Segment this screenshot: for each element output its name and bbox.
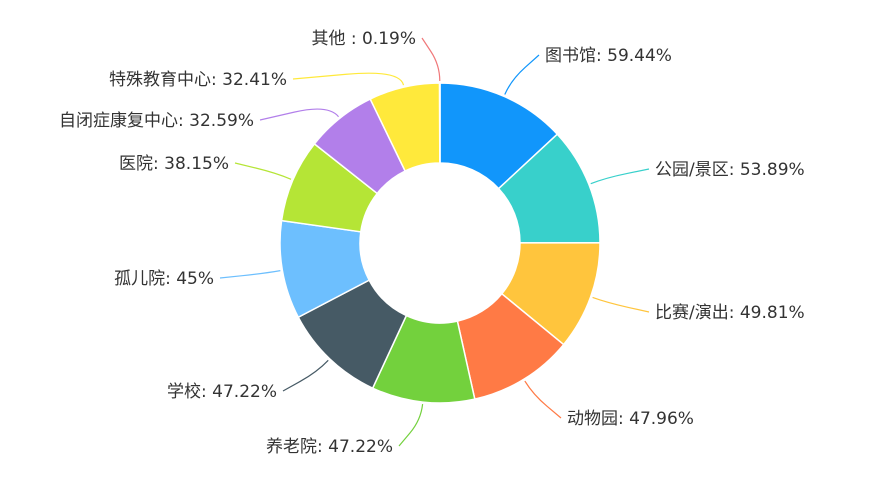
leader-line-2 xyxy=(592,296,650,313)
slice-label-8: 自闭症康复中心: 32.59% xyxy=(59,111,254,131)
leader-line-6 xyxy=(219,270,281,279)
leader-line-0 xyxy=(504,54,540,95)
slice-label-4: 养老院: 47.22% xyxy=(266,437,393,457)
leader-line-4 xyxy=(398,403,424,447)
leader-line-5 xyxy=(282,359,329,392)
slice-label-2: 比赛/演出: 49.81% xyxy=(655,302,805,323)
leader-line-10 xyxy=(421,37,441,82)
slice-label-3: 动物园: 47.96% xyxy=(567,409,694,429)
slice-label-5: 学校: 47.22% xyxy=(167,382,277,402)
slice-label-7: 医院: 38.15% xyxy=(119,154,229,174)
slice-label-0: 图书馆: 59.44% xyxy=(545,46,672,66)
leader-lines-group xyxy=(219,37,650,447)
leader-line-1 xyxy=(590,168,650,185)
slices-group xyxy=(279,82,601,404)
leader-line-3 xyxy=(524,380,562,419)
labels-group: 图书馆: 59.44% 公园/景区: 53.89% 比赛/演出: 49.81% 动物园… xyxy=(59,29,805,457)
slice-label-9: 特殊教育中心: 32.41% xyxy=(109,70,287,90)
slice-label-6: 孤儿院: 45% xyxy=(114,269,214,289)
slice-label-1: 公园/景区: 53.89% xyxy=(655,160,805,180)
leader-line-7 xyxy=(234,162,292,180)
leader-line-9 xyxy=(292,72,405,86)
slice-label-10: 其他 : 0.19% xyxy=(311,29,416,49)
leader-line-8 xyxy=(259,108,339,121)
